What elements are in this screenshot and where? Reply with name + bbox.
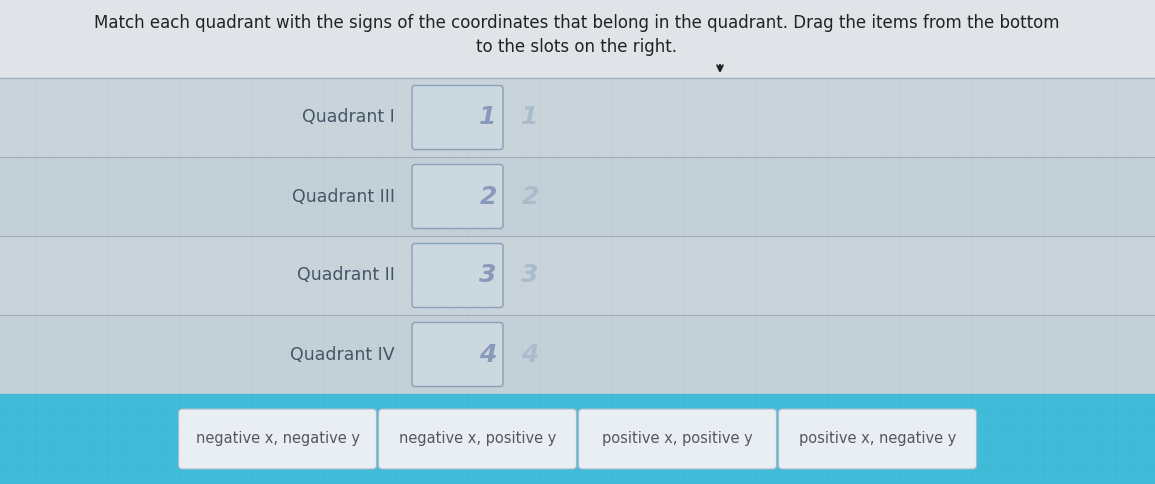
FancyBboxPatch shape xyxy=(412,243,502,307)
FancyBboxPatch shape xyxy=(379,409,576,469)
FancyBboxPatch shape xyxy=(778,409,976,469)
FancyBboxPatch shape xyxy=(0,78,1155,157)
FancyBboxPatch shape xyxy=(412,165,502,228)
FancyBboxPatch shape xyxy=(412,86,502,150)
Text: 3: 3 xyxy=(521,263,538,287)
Text: 2: 2 xyxy=(521,184,538,209)
FancyBboxPatch shape xyxy=(0,0,1155,78)
Text: negative x, positive y: negative x, positive y xyxy=(398,432,557,447)
Text: negative x, negative y: negative x, negative y xyxy=(195,432,359,447)
FancyBboxPatch shape xyxy=(0,394,1155,484)
Text: positive x, positive y: positive x, positive y xyxy=(602,432,753,447)
Text: Match each quadrant with the signs of the coordinates that belong in the quadran: Match each quadrant with the signs of th… xyxy=(95,14,1060,32)
Text: 1: 1 xyxy=(521,106,538,130)
FancyBboxPatch shape xyxy=(0,236,1155,315)
FancyBboxPatch shape xyxy=(412,322,502,387)
Text: 2: 2 xyxy=(479,184,497,209)
Text: 1: 1 xyxy=(479,106,497,130)
Text: positive x, negative y: positive x, negative y xyxy=(799,432,956,447)
FancyBboxPatch shape xyxy=(0,315,1155,394)
Text: Quadrant III: Quadrant III xyxy=(292,187,395,206)
FancyBboxPatch shape xyxy=(0,157,1155,236)
Text: Quadrant I: Quadrant I xyxy=(303,108,395,126)
FancyBboxPatch shape xyxy=(179,409,377,469)
Text: Quadrant IV: Quadrant IV xyxy=(290,346,395,363)
Text: 3: 3 xyxy=(479,263,497,287)
Text: 4: 4 xyxy=(479,343,497,366)
FancyBboxPatch shape xyxy=(579,409,776,469)
Text: 4: 4 xyxy=(521,343,538,366)
Text: to the slots on the right.: to the slots on the right. xyxy=(477,38,678,56)
Text: Quadrant II: Quadrant II xyxy=(297,267,395,285)
